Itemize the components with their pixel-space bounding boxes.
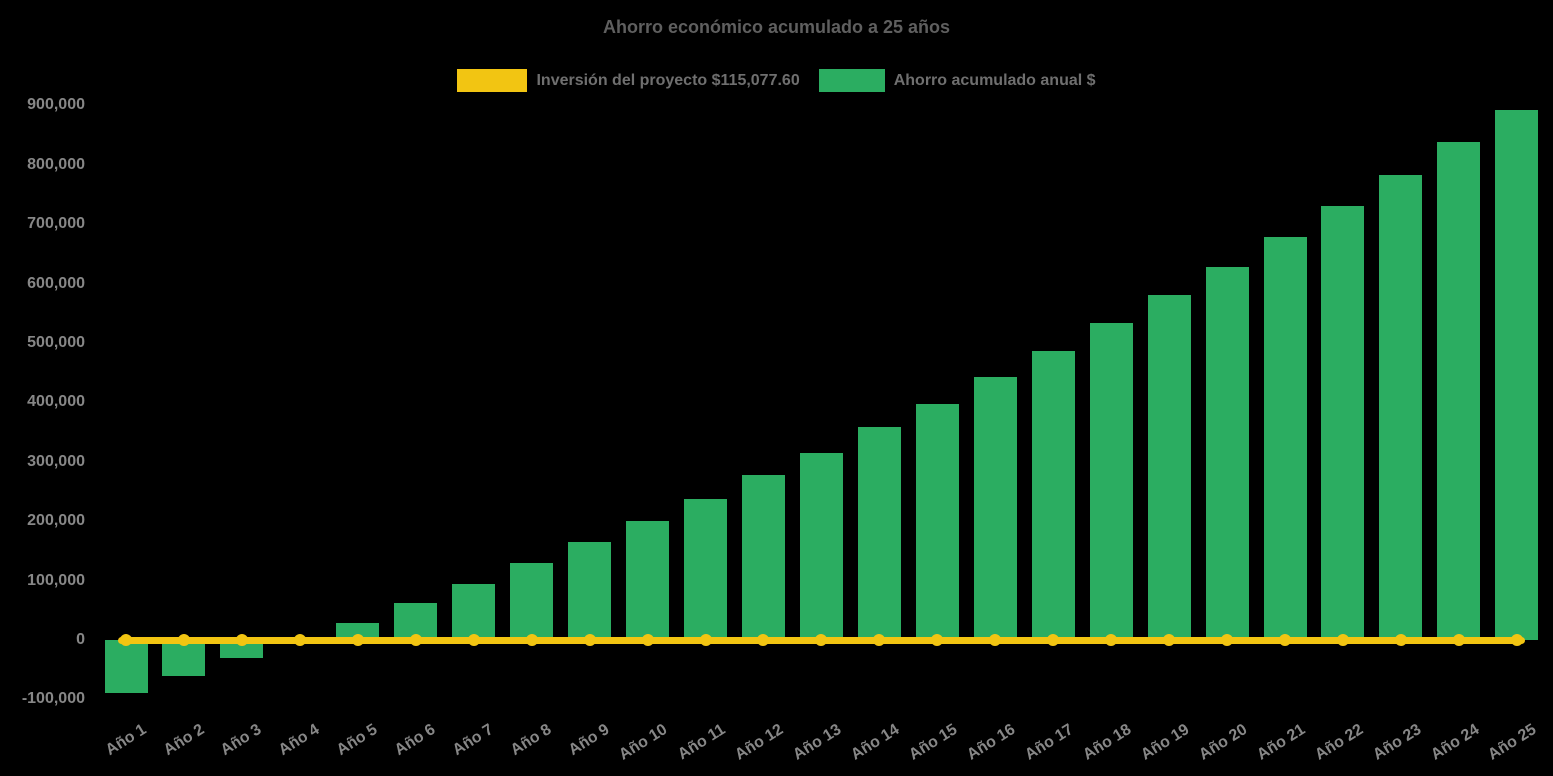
y-tick-label: 900,000 (27, 96, 85, 114)
investment-line-marker[interactable] (873, 634, 886, 646)
x-tick-label: Año 19 (1137, 721, 1193, 764)
bar-ano-22[interactable] (1321, 206, 1365, 640)
investment-line-marker[interactable] (525, 634, 538, 646)
x-tick-label: Año 5 (334, 721, 381, 759)
y-tick-label: -100,000 (21, 690, 85, 708)
bar-ano-2[interactable] (162, 640, 206, 677)
y-tick-label: 400,000 (27, 393, 85, 411)
bar-ano-9[interactable] (568, 541, 612, 640)
investment-line-marker[interactable] (757, 634, 770, 646)
legend: Inversión del proyecto $115,077.60 Ahorr… (0, 69, 1553, 92)
x-tick-label: Año 20 (1195, 721, 1251, 764)
x-tick-label: Año 2 (160, 721, 207, 759)
bar-ano-20[interactable] (1205, 266, 1249, 640)
investment-line-marker[interactable] (409, 634, 422, 646)
bar-ano-24[interactable] (1437, 141, 1481, 640)
y-tick-label: 800,000 (27, 155, 85, 173)
legend-label-investment[interactable]: Inversión del proyecto $115,077.60 (536, 71, 800, 89)
x-tick-label: Año 21 (1253, 721, 1309, 764)
x-tick-label: Año 22 (1311, 721, 1366, 764)
investment-line-marker[interactable] (467, 634, 480, 646)
x-tick-label: Año 10 (616, 721, 671, 764)
investment-line-marker[interactable] (815, 634, 828, 646)
chart-title: Ahorro económico acumulado a 25 años (602, 17, 951, 37)
legend-label-savings[interactable]: Ahorro acumulado anual $ (893, 71, 1096, 89)
y-tick-label: 100,000 (27, 571, 85, 589)
x-tick-label: Año 13 (790, 721, 845, 764)
investment-line-marker[interactable] (931, 634, 944, 646)
investment-line-marker[interactable] (1336, 634, 1349, 646)
x-tick-label: Año 9 (565, 721, 613, 759)
x-tick-label: Año 4 (276, 721, 323, 759)
investment-line-marker[interactable] (1163, 634, 1176, 646)
investment-line-marker[interactable] (293, 634, 306, 646)
bar-ano-6[interactable] (394, 603, 438, 640)
x-tick-label: Año 8 (507, 721, 555, 759)
bar-ano-12[interactable] (741, 474, 785, 640)
investment-line-marker[interactable] (351, 634, 364, 646)
bar-ano-10[interactable] (626, 520, 670, 640)
y-tick-label: 200,000 (27, 512, 85, 530)
x-tick-label: Año 25 (1485, 721, 1540, 764)
bar-ano-19[interactable] (1147, 294, 1191, 640)
y-tick-label: 500,000 (27, 334, 85, 351)
x-tick-label: Año 23 (1369, 721, 1424, 764)
bar-ano-11[interactable] (684, 498, 727, 640)
investment-line-marker[interactable] (1394, 634, 1407, 646)
investment-line-marker[interactable] (1047, 634, 1060, 646)
bar-ano-13[interactable] (799, 452, 843, 640)
bar-ano-1[interactable] (104, 640, 148, 693)
investment-line-marker[interactable] (120, 634, 132, 646)
investment-line-marker[interactable] (235, 634, 248, 646)
investment-line-marker[interactable] (177, 634, 190, 646)
bar-ano-8[interactable] (510, 563, 554, 640)
investment-line-marker[interactable] (699, 634, 712, 646)
x-tick-label: Año 6 (392, 721, 439, 759)
bar-ano-18[interactable] (1089, 322, 1133, 640)
investment-line-marker[interactable] (641, 634, 654, 646)
x-tick-label: Año 12 (732, 721, 787, 764)
x-tick-label: Año 1 (102, 721, 150, 759)
bar-ano-16[interactable] (973, 377, 1017, 640)
x-tick-label: Año 24 (1427, 721, 1482, 764)
x-tick-label: Año 16 (964, 721, 1019, 764)
investment-line-marker[interactable] (583, 634, 596, 646)
bar-ano-15[interactable] (915, 404, 959, 640)
bar-ano-7[interactable] (452, 583, 496, 640)
y-tick-label: 700,000 (27, 215, 85, 233)
bar-ano-3[interactable] (220, 640, 264, 659)
bar-ano-21[interactable] (1263, 237, 1307, 640)
y-tick-label: 600,000 (27, 274, 85, 292)
bar-ano-23[interactable] (1379, 174, 1423, 640)
x-tick-label: Año 17 (1021, 721, 1077, 764)
investment-line-marker[interactable] (1279, 634, 1291, 646)
investment-line-marker[interactable] (1510, 634, 1523, 646)
x-tick-label: Año 14 (848, 721, 903, 764)
bar-ano-5[interactable] (336, 622, 380, 640)
x-tick-label: Año 11 (675, 721, 729, 764)
investment-line-marker[interactable] (1221, 634, 1234, 646)
x-tick-label: Año 3 (218, 721, 265, 759)
legend-swatch-savings[interactable] (818, 69, 885, 92)
investment-line-marker[interactable] (989, 634, 1002, 646)
y-tick-label: 0 (76, 631, 85, 648)
legend-swatch-investment[interactable] (457, 69, 528, 92)
x-tick-label: Año 18 (1079, 721, 1135, 764)
investment-line-marker[interactable] (1452, 634, 1465, 646)
bar-ano-17[interactable] (1031, 351, 1075, 640)
bar-ano-25[interactable] (1495, 109, 1539, 640)
investment-line-marker[interactable] (1105, 634, 1118, 646)
x-tick-label: Año 15 (906, 721, 961, 764)
x-tick-label: Año 7 (450, 721, 497, 759)
y-tick-label: 300,000 (27, 452, 85, 470)
bar-ano-14[interactable] (857, 427, 901, 640)
